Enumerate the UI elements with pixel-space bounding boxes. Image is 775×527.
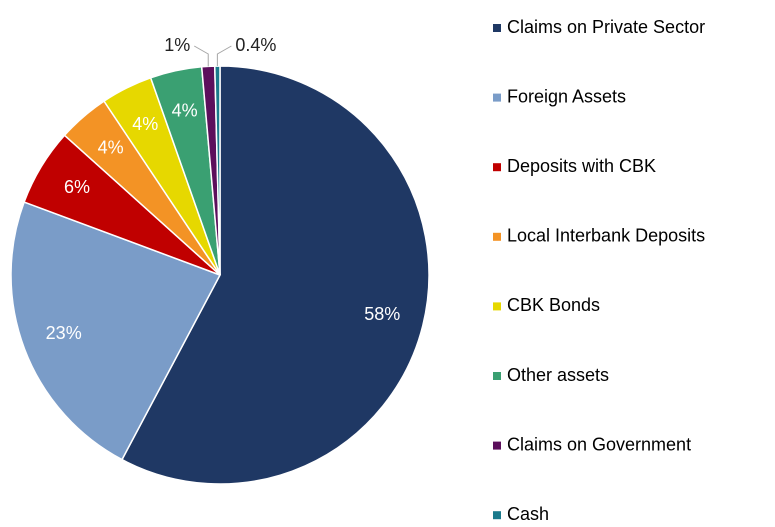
pie-slice [10, 201, 222, 461]
legend-swatch [493, 511, 501, 520]
legend-label: Claims on Private Sector [507, 17, 705, 37]
legend-swatch [493, 302, 501, 311]
legend-label: Foreign Assets [507, 86, 626, 106]
data-label: 4% [132, 114, 158, 134]
legend-label: Local Interbank Deposits [507, 226, 705, 246]
legend-label: Deposits with CBK [507, 156, 656, 176]
pie-slice [214, 65, 221, 276]
pie-slice [120, 65, 430, 485]
data-label: 4% [172, 100, 198, 120]
legend-label: Claims on Government [507, 434, 691, 454]
legend-label: CBK Bonds [507, 295, 600, 315]
data-label: 58% [364, 304, 400, 324]
legend-label: Cash [507, 504, 549, 524]
legend-swatch [493, 232, 501, 241]
legend-label: Other assets [507, 365, 609, 385]
data-label: 23% [46, 323, 82, 343]
legend-swatch [493, 24, 501, 32]
legend-swatch [493, 372, 501, 380]
data-label: 0.4% [235, 35, 276, 55]
data-label: 6% [64, 177, 90, 197]
leader-line [193, 45, 209, 67]
leader-line [216, 45, 232, 67]
data-label: 1% [164, 35, 190, 55]
data-label: 4% [98, 137, 124, 157]
legend-swatch [493, 441, 501, 450]
legend-swatch [493, 93, 501, 102]
legend-swatch [493, 163, 501, 172]
